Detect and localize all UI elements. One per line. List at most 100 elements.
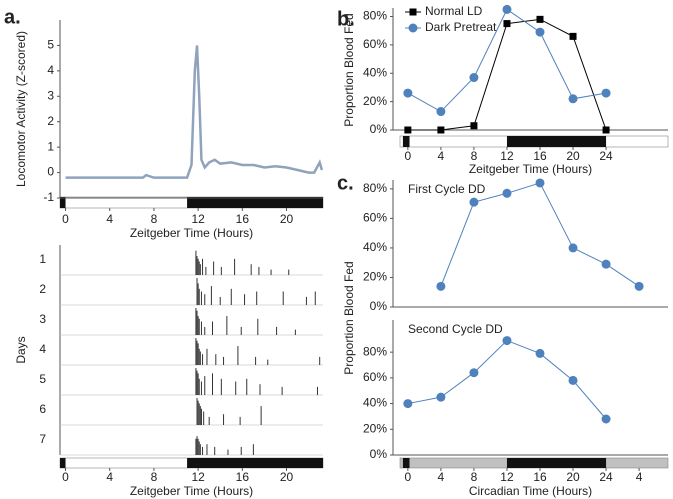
y-tick-label: 40% — [363, 240, 387, 254]
point — [601, 88, 611, 98]
y-tick-label: 60% — [363, 211, 387, 225]
x-tick-label: 8 — [151, 470, 158, 484]
x-tick-label: 12 — [500, 149, 514, 163]
dark-period — [402, 136, 410, 147]
y-tick-label: 20% — [363, 421, 387, 435]
point — [436, 392, 446, 402]
legend-marker — [409, 8, 417, 16]
y-tick-label: 3 — [47, 88, 54, 102]
point — [437, 126, 445, 134]
point — [535, 27, 545, 37]
y-tick-label: -1 — [43, 190, 54, 204]
x-tick-label: 4 — [438, 470, 445, 484]
panel-label: a. — [4, 6, 21, 28]
day-label: 4 — [39, 342, 46, 356]
x-tick-label: 12 — [191, 212, 205, 226]
dark-period — [60, 197, 66, 208]
x-tick-label: 16 — [236, 212, 250, 226]
y-tick-label: 0% — [370, 122, 388, 136]
point — [403, 88, 413, 98]
x-tick-label: 4 — [438, 149, 445, 163]
x-axis-label: Circadian Time (Hours) — [469, 484, 592, 498]
point — [469, 368, 479, 378]
point — [568, 375, 578, 385]
point — [469, 197, 479, 207]
point — [470, 122, 478, 130]
day-label: 3 — [39, 312, 46, 326]
dark-period — [187, 458, 323, 468]
x-tick-label: 20 — [566, 149, 580, 163]
series-line — [65, 45, 324, 179]
x-tick-label: 12 — [191, 470, 205, 484]
x-tick-label: 8 — [151, 212, 158, 226]
point — [535, 178, 545, 188]
point — [568, 94, 578, 104]
point — [536, 15, 544, 23]
x-tick-label: 8 — [471, 470, 478, 484]
day-label: 5 — [39, 372, 46, 386]
dark-period — [402, 458, 410, 468]
dark-period — [506, 458, 607, 468]
y-tick-label: 60% — [363, 370, 387, 384]
x-tick-label: 0 — [405, 470, 412, 484]
y-tick-label: 80% — [363, 9, 387, 23]
x-tick-label: 4 — [636, 470, 643, 484]
x-axis-label: Zeitgeber Time (Hours) — [469, 162, 592, 176]
y-axis-label: Days — [14, 336, 28, 363]
x-tick-label: 4 — [106, 212, 113, 226]
y-tick-label: 40% — [363, 65, 387, 79]
point — [634, 281, 644, 291]
x-tick-label: 0 — [62, 470, 69, 484]
point — [436, 107, 446, 117]
subtitle: First Cycle DD — [408, 182, 486, 196]
subtitle: Second Cycle DD — [408, 322, 503, 336]
point — [469, 73, 479, 83]
y-tick-label: 60% — [363, 37, 387, 51]
point — [569, 32, 577, 40]
point — [601, 259, 611, 269]
y-tick-label: 0% — [370, 447, 388, 461]
point — [601, 414, 611, 424]
point — [404, 126, 412, 134]
x-tick-label: 20 — [280, 212, 294, 226]
y-axis-label: Proportion Blood Fed — [342, 13, 356, 126]
x-tick-label: 0 — [405, 149, 412, 163]
x-tick-label: 20 — [566, 470, 580, 484]
x-tick-label: 16 — [533, 149, 547, 163]
day-label: 1 — [39, 252, 46, 266]
legend-label: Dark Pretreat — [425, 20, 497, 34]
x-axis-label: Zeitgeber Time (Hours) — [130, 226, 253, 240]
y-tick-label: 5 — [47, 38, 54, 52]
y-axis-label: Locomotor Activity (Z-scored) — [14, 31, 28, 187]
x-tick-label: 12 — [500, 470, 514, 484]
x-axis-label: Zeitgeber Time (Hours) — [130, 484, 253, 498]
dark-period — [506, 136, 607, 147]
y-tick-label: 1 — [47, 139, 54, 153]
point — [502, 4, 512, 14]
x-tick-label: 24 — [599, 470, 613, 484]
x-tick-label: 4 — [106, 470, 113, 484]
y-tick-label: 40% — [363, 396, 387, 410]
point — [535, 348, 545, 358]
point — [502, 336, 512, 346]
day-label: 6 — [39, 402, 46, 416]
y-tick-label: 20% — [363, 94, 387, 108]
day-label: 2 — [39, 282, 46, 296]
y-tick-label: 4 — [47, 63, 54, 77]
day-label: 7 — [39, 432, 46, 446]
y-axis-label: Proportion Blood Fed — [342, 261, 356, 374]
point — [503, 20, 511, 28]
x-tick-label: 0 — [62, 212, 69, 226]
legend-marker — [408, 23, 418, 33]
point — [502, 188, 512, 198]
y-tick-label: 0% — [370, 299, 388, 313]
x-tick-label: 20 — [280, 470, 294, 484]
point — [568, 243, 578, 253]
x-tick-label: 16 — [533, 470, 547, 484]
x-tick-label: 8 — [471, 149, 478, 163]
point — [403, 399, 413, 409]
y-tick-label: 20% — [363, 270, 387, 284]
x-tick-label: 16 — [236, 470, 250, 484]
y-tick-label: 80% — [363, 344, 387, 358]
point — [602, 126, 610, 134]
